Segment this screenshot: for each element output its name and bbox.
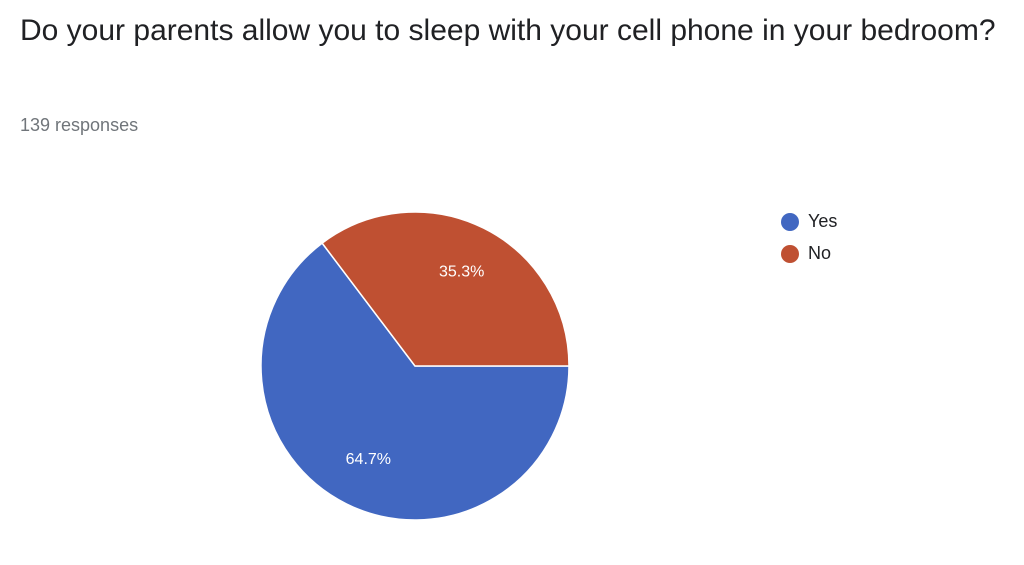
chart-title: Do your parents allow you to sleep with …: [20, 14, 996, 47]
slice-label: 35.3%: [439, 263, 484, 280]
chart-subtitle: 139 responses: [20, 115, 139, 135]
slice-label: 64.7%: [346, 451, 391, 468]
legend-swatch: [781, 245, 799, 263]
pie-slice: [260, 242, 570, 521]
pie-slice: [321, 211, 570, 367]
legend-swatch: [781, 213, 799, 231]
legend-label: No: [808, 243, 831, 263]
legend-label: Yes: [808, 211, 837, 231]
